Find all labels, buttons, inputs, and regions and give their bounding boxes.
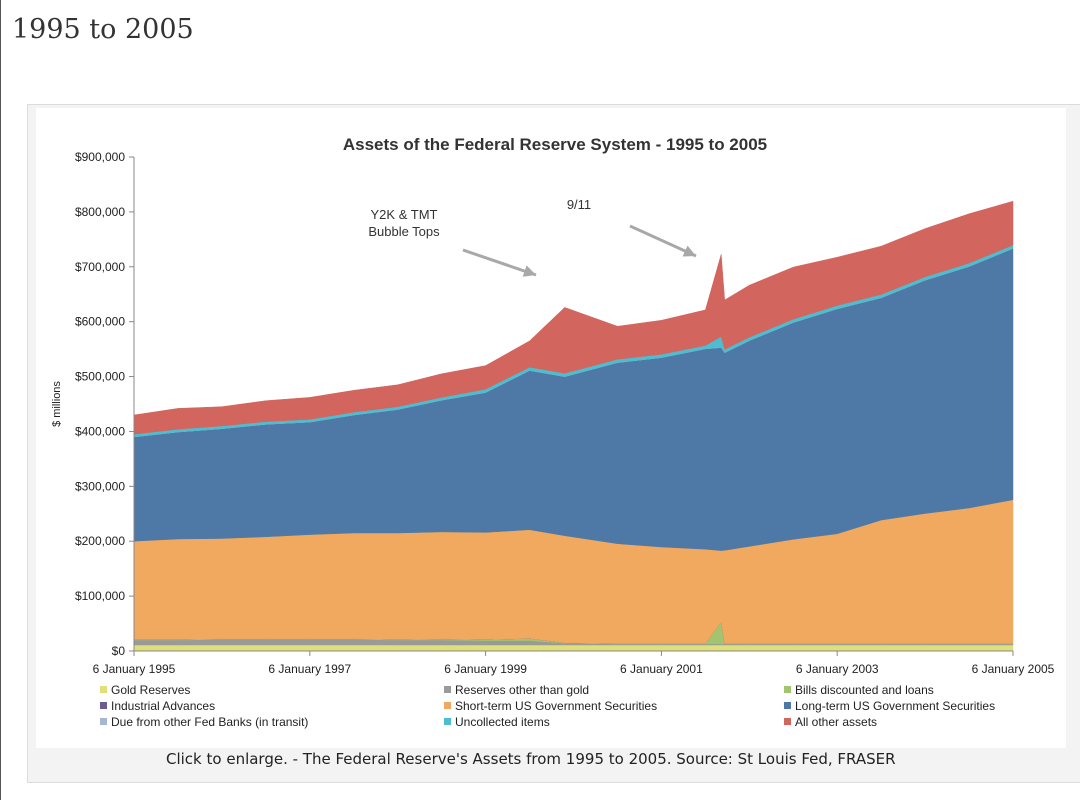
legend-swatch <box>100 686 107 693</box>
legend-label: Short-term US Government Securities <box>455 699 657 713</box>
area-chart: Assets of the Federal Reserve System - 1… <box>36 108 1066 748</box>
annotation-text: 9/11 <box>567 197 591 212</box>
legend-swatch <box>784 686 791 693</box>
y-tick-label: $700,000 <box>75 260 125 274</box>
legend-label: Long-term US Government Securities <box>795 699 995 713</box>
y-tick-label: $600,000 <box>75 315 125 329</box>
annotation-arrow-shaft <box>462 248 537 277</box>
annotation-arrow-head <box>682 245 696 257</box>
y-tick-label: $0 <box>112 644 126 658</box>
x-tick-label: 6 January 2005 <box>972 662 1055 676</box>
legend-swatch <box>100 702 107 709</box>
legend-label: All other assets <box>795 715 877 729</box>
y-tick-label: $300,000 <box>75 479 125 493</box>
y-tick-label: $200,000 <box>75 534 125 548</box>
legend-swatch <box>444 718 451 725</box>
figure-caption: Click to enlarge. - The Federal Reserve'… <box>166 750 896 768</box>
annotation-text: Y2K & TMT <box>371 207 438 222</box>
x-tick-label: 6 January 2001 <box>620 662 703 676</box>
axes: $0 $100,000 $200,000 $300,000 $400,000 $500,0… <box>51 150 1055 676</box>
annotations: Y2K & TMT Bubble Tops 9/11 <box>368 197 697 277</box>
y-tick-label: $900,000 <box>75 150 125 164</box>
y-tick-label: $500,000 <box>75 370 125 384</box>
y-tick-label: $800,000 <box>75 205 125 219</box>
legend-label: Gold Reserves <box>111 683 190 697</box>
y-tick-label: $400,000 <box>75 424 125 438</box>
x-tick-label: 6 January 2003 <box>796 662 879 676</box>
legend-label: Due from other Fed Banks (in transit) <box>111 715 308 729</box>
legend-label: Uncollected items <box>455 715 550 729</box>
legend-swatch <box>784 702 791 709</box>
legend: Gold Reserves Reserves other than gold Bil… <box>100 683 995 729</box>
y-tick-label: $100,000 <box>75 589 125 603</box>
area-all-other-assets <box>133 200 1014 435</box>
annotation-text: Bubble Tops <box>368 224 440 239</box>
page-left-border <box>0 0 1 800</box>
legend-label: Reserves other than gold <box>455 683 589 697</box>
annotation-arrow-shaft <box>629 224 697 258</box>
area-layers <box>133 200 1014 652</box>
legend-label: Bills discounted and loans <box>795 683 934 697</box>
legend-swatch <box>100 718 107 725</box>
legend-label: Industrial Advances <box>111 699 215 713</box>
area-gold-reserves <box>133 644 1014 652</box>
y-axis-label: $ millions <box>51 381 63 427</box>
legend-swatch <box>444 702 451 709</box>
chart-title: Assets of the Federal Reserve System - 1… <box>343 135 767 154</box>
page-heading: 1995 to 2005 <box>12 14 194 45</box>
x-tick-label: 6 January 1997 <box>268 662 351 676</box>
legend-swatch <box>444 686 451 693</box>
x-tick-label: 6 January 1999 <box>444 662 527 676</box>
legend-swatch <box>784 718 791 725</box>
annotation-arrow-head <box>522 265 536 277</box>
x-tick-label: 6 January 1995 <box>93 662 176 676</box>
